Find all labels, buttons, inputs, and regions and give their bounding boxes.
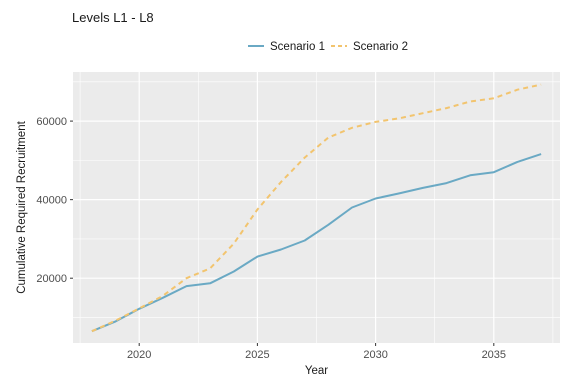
y-axis-title: Cumulative Required Recruitment (16, 120, 28, 293)
x-tick-label: 2030 (363, 349, 387, 361)
legend-label-2: Scenario 2 (353, 41, 408, 53)
x-tick-label: 2020 (127, 349, 151, 361)
series-line-2 (91, 83, 542, 333)
y-tick-label: 60000 (36, 116, 67, 128)
axes: 2020 2025 2030 2035 20000 40000 60000 (36, 116, 506, 361)
series-lines (91, 83, 542, 333)
x-axis-title: Year (305, 365, 328, 377)
y-tick-label: 40000 (36, 195, 67, 207)
legend-label-1: Scenario 1 (270, 41, 325, 53)
legend: Scenario 1 Scenario 2 (248, 41, 408, 53)
y-tick-label: 20000 (36, 273, 67, 285)
series-line-1 (91, 153, 542, 333)
grid (73, 72, 560, 343)
x-tick-label: 2025 (245, 349, 269, 361)
chart-title: Levels L1 - L8 (72, 10, 154, 25)
x-tick-label: 2035 (482, 349, 506, 361)
